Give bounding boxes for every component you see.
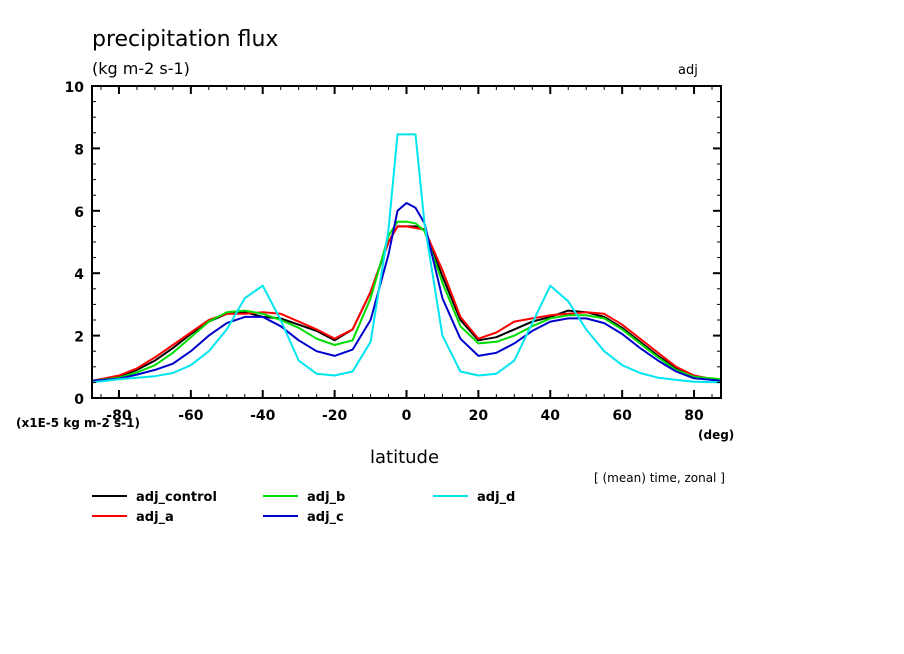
x-tick-label: 0 bbox=[402, 408, 412, 424]
series-line-adj_d bbox=[91, 133, 722, 384]
legend-label-adj_a: adj_a bbox=[136, 510, 174, 525]
plot-area bbox=[91, 85, 722, 399]
y-tick-label: 6 bbox=[74, 205, 84, 221]
plot-frame bbox=[91, 85, 722, 399]
series-line-adj_control bbox=[91, 225, 722, 382]
x-axis-label: latitude bbox=[370, 447, 439, 468]
x-tick-label: -60 bbox=[178, 408, 204, 424]
x-tick-label: 20 bbox=[469, 408, 489, 424]
x-tick-label: 80 bbox=[684, 408, 704, 424]
y-tick-label: 4 bbox=[74, 267, 84, 283]
x-tick-label: -80 bbox=[106, 408, 132, 424]
x-tick-label: -40 bbox=[250, 408, 276, 424]
y-tick-label: 0 bbox=[74, 392, 84, 408]
series-line-adj_b bbox=[91, 220, 722, 382]
x-tick-label: -20 bbox=[322, 408, 348, 424]
y-tick-label: 10 bbox=[65, 80, 85, 96]
legend-label-adj_c: adj_c bbox=[307, 510, 344, 525]
x-tick-labels: -80 -60 -40 -20 0 20 40 60 80 bbox=[106, 408, 704, 424]
x-tick-label: 60 bbox=[612, 408, 632, 424]
series-line-adj_a bbox=[91, 225, 722, 382]
series-line-adj_c bbox=[91, 202, 722, 382]
chart-title: precipitation flux bbox=[92, 27, 278, 52]
x-units-label: (deg) bbox=[698, 428, 734, 442]
legend-label-adj_control: adj_control bbox=[136, 490, 217, 505]
y-tick-label: 8 bbox=[74, 142, 84, 158]
y-scale-label: (x1E-5 kg m-2 s-1) bbox=[16, 416, 140, 430]
x-tick-label: 40 bbox=[541, 408, 561, 424]
y-tick-labels: 0 2 4 6 8 10 bbox=[65, 80, 85, 408]
y-tick-label: 2 bbox=[74, 330, 84, 346]
experiment-label: adj bbox=[678, 63, 698, 78]
legend: adj_control adj_a adj_b adj_c adj_d bbox=[92, 490, 515, 525]
chart-units: (kg m-2 s-1) bbox=[92, 59, 190, 78]
legend-label-adj_b: adj_b bbox=[307, 490, 345, 505]
averaging-note: [ (mean) time, zonal ] bbox=[594, 471, 725, 485]
legend-label-adj_d: adj_d bbox=[477, 490, 515, 505]
